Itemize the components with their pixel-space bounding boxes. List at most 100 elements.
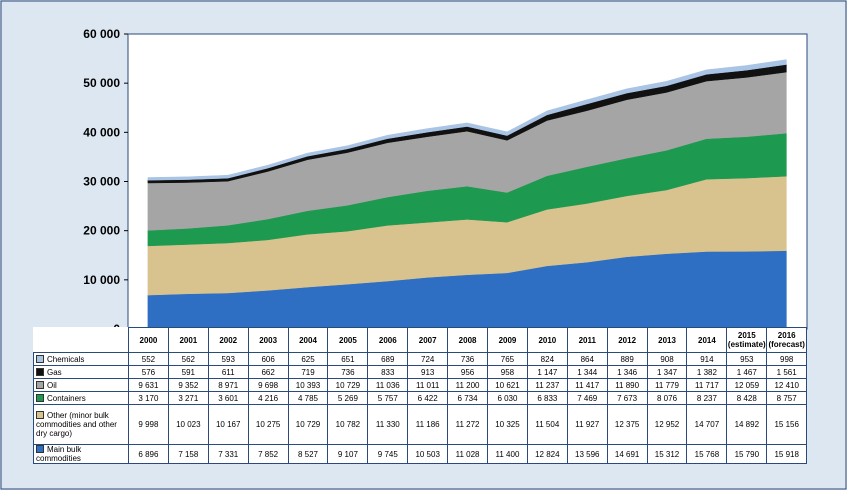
table-cell: 11 272 bbox=[447, 404, 489, 445]
table-cell: 6 833 bbox=[526, 391, 568, 405]
table-cell: 552 bbox=[128, 352, 169, 366]
table-cell: 11 036 bbox=[367, 378, 409, 392]
table-cell: 833 bbox=[367, 365, 409, 379]
table-cell: 12 410 bbox=[766, 378, 808, 392]
table-cell: 6 734 bbox=[447, 391, 489, 405]
table-cell: 12 059 bbox=[726, 378, 768, 392]
table-cell: 824 bbox=[526, 352, 568, 366]
table-cell: 11 779 bbox=[646, 378, 688, 392]
table-year-header: 2008 bbox=[447, 327, 489, 353]
table-cell: 8 971 bbox=[207, 378, 249, 392]
table-cell: 11 237 bbox=[526, 378, 568, 392]
table-cell: 998 bbox=[766, 352, 808, 366]
table-cell: 719 bbox=[287, 365, 329, 379]
table-cell: 7 331 bbox=[207, 444, 249, 464]
data-table: 2000 2001 2002 2003 2004 2005 2006 2007 2008 2009… bbox=[33, 327, 808, 464]
table-cell: 10 621 bbox=[487, 378, 528, 392]
series-name: Oil bbox=[47, 380, 57, 390]
table-cell: 10 023 bbox=[167, 404, 209, 445]
table-cell: 3 170 bbox=[128, 391, 169, 405]
table-cell: 15 918 bbox=[766, 444, 808, 464]
table-cell: 1 346 bbox=[606, 365, 648, 379]
table-cell: 15 312 bbox=[646, 444, 688, 464]
table-cell: 662 bbox=[247, 365, 289, 379]
table-row-label: Gas bbox=[33, 365, 129, 379]
table-cell: 914 bbox=[686, 352, 728, 366]
table-cell: 606 bbox=[247, 352, 289, 366]
table-cell: 6 422 bbox=[407, 391, 449, 405]
table-cell: 10 729 bbox=[327, 378, 369, 392]
series-name: Main bulk commodities bbox=[36, 445, 82, 463]
y-tick-label: 60 000 bbox=[83, 27, 120, 41]
table-cell: 956 bbox=[447, 365, 489, 379]
table-row: Main bulk commodities 6 896 7 158 7 331 7 85… bbox=[33, 444, 808, 464]
table-year-header: 2006 bbox=[367, 327, 409, 353]
table-cell: 10 729 bbox=[287, 404, 329, 445]
y-tick-label: 10 000 bbox=[83, 273, 120, 287]
table-cell: 12 375 bbox=[606, 404, 648, 445]
table-row: Containers 3 170 3 271 3 601 4 216 4 785 5 269… bbox=[33, 391, 808, 405]
table-row: Chemicals 552 562 593 606 625 651 689 724 736 765 8… bbox=[33, 352, 808, 366]
table-year-header: 2016 (forecast) bbox=[766, 327, 808, 353]
table-year-header: 2000 bbox=[128, 327, 169, 353]
table-cell: 1 147 bbox=[526, 365, 568, 379]
table-cell: 8 428 bbox=[726, 391, 768, 405]
table-cell: 6 896 bbox=[128, 444, 169, 464]
table-cell: 7 852 bbox=[247, 444, 289, 464]
table-cell: 15 768 bbox=[686, 444, 728, 464]
table-cell: 11 927 bbox=[566, 404, 608, 445]
table-cell: 10 393 bbox=[287, 378, 329, 392]
table-year-header: 2012 bbox=[606, 327, 648, 353]
table-cell: 14 691 bbox=[606, 444, 648, 464]
table-cell: 8 076 bbox=[646, 391, 688, 405]
table-corner bbox=[33, 327, 129, 353]
table-cell: 8 527 bbox=[287, 444, 329, 464]
table-row: Oil 9 631 9 352 8 971 9 698 10 393 10 729 11 03… bbox=[33, 378, 808, 392]
table-cell: 7 158 bbox=[167, 444, 209, 464]
table-cell: 12 824 bbox=[526, 444, 568, 464]
table-cell: 8 237 bbox=[686, 391, 728, 405]
table-year-header: 2003 bbox=[247, 327, 289, 353]
table-cell: 9 698 bbox=[247, 378, 289, 392]
table-year-header: 2013 bbox=[646, 327, 688, 353]
area-chemicals bbox=[147, 59, 787, 181]
table-cell: 562 bbox=[167, 352, 209, 366]
table-cell: 6 030 bbox=[487, 391, 528, 405]
legend-swatch bbox=[36, 411, 44, 419]
table-row: Gas 576 591 611 662 719 736 833 913 956 958 1 147 1 … bbox=[33, 365, 808, 379]
y-tick-label: 50 000 bbox=[83, 76, 120, 90]
table-cell: 11 186 bbox=[407, 404, 449, 445]
table-cell: 958 bbox=[487, 365, 528, 379]
table-cell: 13 596 bbox=[566, 444, 608, 464]
table-cell: 5 757 bbox=[367, 391, 409, 405]
table-year-header: 2014 bbox=[686, 327, 728, 353]
table-cell: 593 bbox=[207, 352, 249, 366]
table-cell: 1 347 bbox=[646, 365, 688, 379]
table-cell: 689 bbox=[367, 352, 409, 366]
table-cell: 11 717 bbox=[686, 378, 728, 392]
table-cell: 1 561 bbox=[766, 365, 808, 379]
table-cell: 11 400 bbox=[487, 444, 528, 464]
table-cell: 953 bbox=[726, 352, 768, 366]
table-cell: 11 504 bbox=[526, 404, 568, 445]
table-cell: 8 757 bbox=[766, 391, 808, 405]
legend-swatch bbox=[36, 393, 44, 402]
series-name: Gas bbox=[47, 367, 62, 377]
table-row-label: Oil bbox=[33, 378, 129, 392]
table-cell: 11 417 bbox=[566, 378, 608, 392]
table-cell: 10 325 bbox=[487, 404, 528, 445]
table-year-header: 2004 bbox=[287, 327, 329, 353]
table-cell: 7 469 bbox=[566, 391, 608, 405]
table-cell: 591 bbox=[167, 365, 209, 379]
table-cell: 10 503 bbox=[407, 444, 449, 464]
table-cell: 908 bbox=[646, 352, 688, 366]
table-cell: 10 275 bbox=[247, 404, 289, 445]
y-tick-label: 20 000 bbox=[83, 224, 120, 238]
table-cell: 12 952 bbox=[646, 404, 688, 445]
table-cell: 11 200 bbox=[447, 378, 489, 392]
table-row-label: Containers bbox=[33, 391, 129, 405]
table-cell: 9 998 bbox=[128, 404, 169, 445]
series-name: Other (minor bulk commodities and other … bbox=[36, 411, 117, 438]
